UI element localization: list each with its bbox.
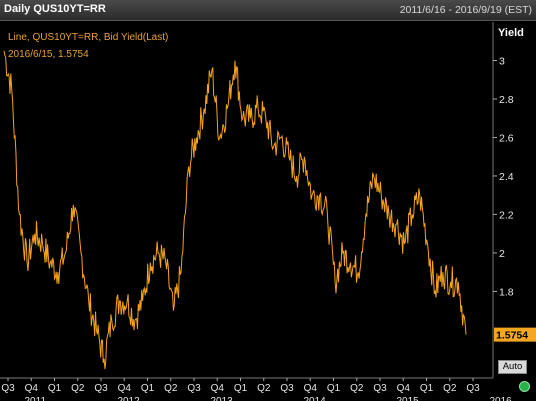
x-tick-label: Q3 bbox=[466, 383, 480, 394]
window-titlebar: Daily QUS10YT=RR 2011/6/16 - 2016/9/19 (… bbox=[0, 0, 536, 21]
x-tick-label: Q3 bbox=[280, 383, 294, 394]
x-tick-label: Q1 bbox=[420, 383, 434, 394]
x-year-label: 2016 bbox=[490, 396, 513, 401]
x-tick-label: Q1 bbox=[234, 383, 248, 394]
x-tick-label: Q4 bbox=[25, 383, 39, 394]
x-year-label: 2015 bbox=[397, 396, 420, 401]
y-tick-label: 2.6 bbox=[499, 132, 514, 144]
x-tick-label: Q2 bbox=[257, 383, 271, 394]
x-year-label: 2013 bbox=[211, 396, 234, 401]
last-value-box bbox=[494, 327, 536, 342]
y-tick-label: 2.2 bbox=[499, 209, 514, 221]
x-tick-label: Q4 bbox=[118, 383, 132, 394]
x-tick-label: Q1 bbox=[141, 383, 155, 394]
y-tick-label: 1.8 bbox=[499, 286, 514, 298]
x-tick-label: Q2 bbox=[443, 383, 457, 394]
y-axis-title: Yield bbox=[498, 27, 524, 39]
x-tick-label: Q3 bbox=[94, 383, 108, 394]
x-tick-label: Q3 bbox=[187, 383, 201, 394]
y-tick-label: 2.4 bbox=[499, 171, 514, 183]
x-year-label: 2012 bbox=[118, 396, 141, 401]
x-tick-label: Q2 bbox=[350, 383, 364, 394]
window-title: Daily QUS10YT=RR bbox=[4, 3, 106, 15]
last-value-label: 1.5754 bbox=[496, 330, 528, 342]
x-tick-label: Q4 bbox=[211, 383, 225, 394]
legend-series-label: Line, QUS10YT=RR, Bid Yield(Last) bbox=[8, 32, 169, 43]
x-year-label: 2011 bbox=[25, 396, 47, 401]
legend-last-point: 2016/6/15, 1.5754 bbox=[8, 49, 89, 60]
yield-series-line bbox=[3, 50, 467, 370]
x-tick-label: Q3 bbox=[373, 383, 387, 394]
x-tick-label: Q4 bbox=[304, 383, 318, 394]
x-tick-label: Q1 bbox=[327, 383, 341, 394]
x-tick-label: Q3 bbox=[1, 383, 15, 394]
x-tick-label: Q2 bbox=[164, 383, 178, 394]
auto-scale-button[interactable]: Auto bbox=[498, 360, 527, 374]
x-year-label: 2014 bbox=[304, 396, 327, 401]
x-tick-label: Q1 bbox=[48, 383, 62, 394]
x-tick-label: Q4 bbox=[397, 383, 411, 394]
y-tick-label: 3 bbox=[499, 55, 505, 67]
x-tick-label: Q2 bbox=[71, 383, 85, 394]
status-indicator-icon[interactable] bbox=[519, 381, 530, 392]
date-range: 2011/6/16 - 2016/9/19 (EST) bbox=[399, 4, 532, 16]
y-tick-label: 2 bbox=[499, 248, 505, 260]
y-tick-label: 2.8 bbox=[499, 94, 514, 106]
